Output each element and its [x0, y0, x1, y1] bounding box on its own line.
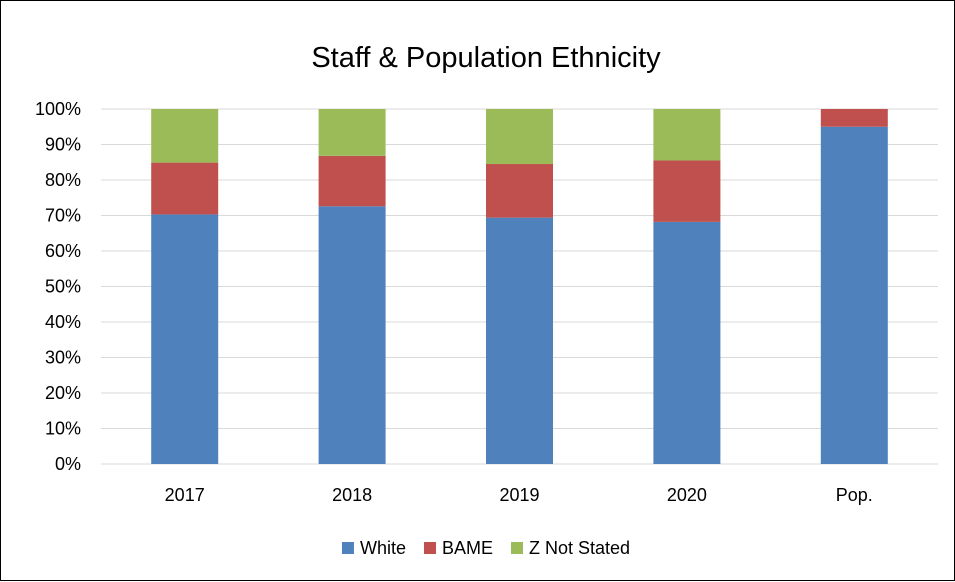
legend: White BAME Z Not Stated — [341, 538, 630, 558]
legend-item: Z Not Stated — [510, 538, 630, 558]
legend-item: BAME — [423, 538, 493, 558]
legend-label: White — [360, 538, 406, 558]
bars — [151, 109, 888, 464]
bar-segment — [318, 155, 386, 207]
x-tick-label: 2018 — [332, 485, 372, 505]
bar-segment — [151, 162, 219, 215]
bar-segment — [486, 217, 553, 464]
x-tick-label: 2019 — [499, 485, 539, 505]
bar-segment — [151, 214, 219, 464]
bar-segment — [486, 109, 553, 165]
bar-segment — [653, 221, 721, 464]
legend-item: White — [341, 538, 406, 558]
x-tick-label: Pop. — [836, 485, 873, 505]
chart-title: Staff & Population Ethnicity — [311, 42, 661, 74]
y-tick-label: 70% — [45, 206, 81, 226]
y-tick-label: 100% — [35, 99, 81, 119]
bar-segment — [318, 206, 386, 464]
bar-segment — [820, 126, 888, 464]
legend-swatch — [341, 542, 354, 554]
y-tick-label: 90% — [45, 135, 81, 155]
bar-segment — [486, 164, 553, 218]
y-tick-label: 20% — [45, 383, 81, 403]
y-tick-label: 10% — [45, 419, 81, 439]
legend-label: Z Not Stated — [529, 538, 630, 558]
y-tick-label: 40% — [45, 312, 81, 332]
y-tick-label: 50% — [45, 277, 81, 297]
y-tick-label: 30% — [45, 348, 81, 368]
bar-segment — [318, 109, 386, 156]
x-axis-ticks: 2017 2018 2019 2020 Pop. — [165, 485, 873, 505]
bar-segment — [820, 109, 888, 127]
x-tick-label: 2020 — [667, 485, 707, 505]
legend-swatch — [510, 542, 523, 554]
y-axis-ticks: 0% 10% 20% 30% 40% 50% 60% 70% 80% 90% 100% — [35, 99, 81, 474]
y-tick-label: 0% — [55, 454, 81, 474]
legend-swatch — [423, 542, 436, 554]
x-tick-label: 2017 — [165, 485, 205, 505]
y-tick-label: 80% — [45, 170, 81, 190]
legend-label: BAME — [442, 538, 493, 558]
y-tick-label: 60% — [45, 241, 81, 261]
bar-segment — [653, 109, 721, 161]
bar-segment — [653, 160, 721, 222]
bar-segment — [151, 109, 219, 163]
